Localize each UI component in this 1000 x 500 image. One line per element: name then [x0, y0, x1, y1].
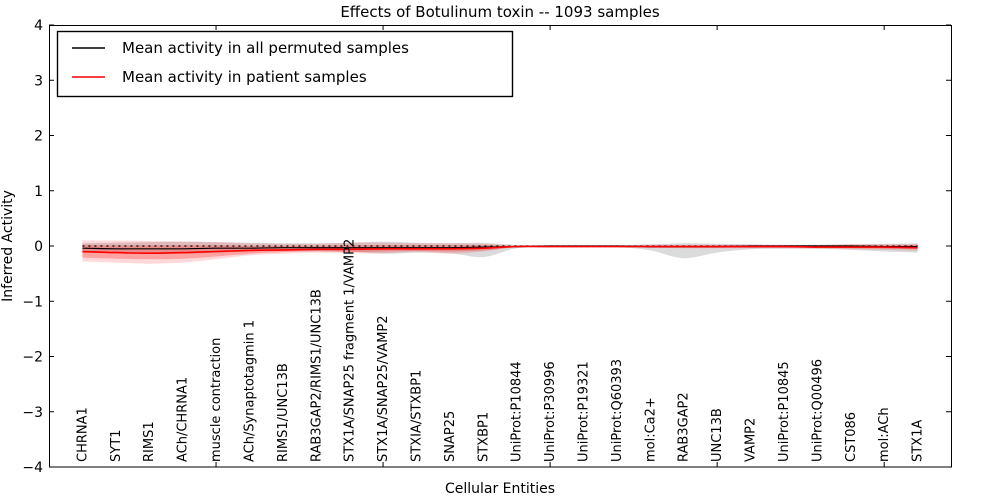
y-tick-label: 4 [34, 18, 43, 34]
y-tick-label: 2 [34, 129, 43, 145]
patient-std-inner-band [82, 244, 918, 260]
x-category-label: RIMS1 [142, 421, 157, 462]
x-category-label: UNC13B [710, 408, 725, 462]
y-tick-label: −1 [22, 294, 43, 310]
x-category-label: muscle contraction [209, 338, 224, 462]
legend: Mean activity in all permuted samples Me… [56, 30, 514, 98]
axis-ticks [49, 24, 951, 468]
y-tick-label: −4 [22, 460, 43, 476]
x-category-label: RAB3GAP2/RIMS1/UNC13B [309, 289, 324, 462]
x-category-label: UniProt:P10845 [777, 361, 792, 462]
x-category-label: STXBP1 [476, 412, 491, 462]
x-category-label: STX1A [911, 420, 926, 462]
x-category-label: UniProt:P19321 [577, 361, 592, 462]
y-tick-label: −3 [22, 405, 43, 421]
x-category-label: mol:Ca2+ [643, 397, 658, 462]
y-tick-label: 3 [34, 73, 43, 89]
x-axis-label: Cellular Entities [445, 481, 555, 497]
y-axis-label: Inferred Activity [0, 190, 16, 302]
x-category-label: RIMS1/UNC13B [276, 363, 291, 462]
y-tick-labels: 4 3 2 1 0 −1 −2 −3 −4 [22, 18, 43, 476]
x-category-label: SYT1 [109, 430, 124, 462]
x-category-label: RAB3GAP2 [677, 392, 692, 462]
patient-mean-line [82, 245, 918, 255]
y-tick-label: 1 [34, 184, 43, 200]
x-category-label: SNAP25 [443, 411, 458, 462]
x-category-label: mol:ACh [877, 407, 892, 462]
x-category-label: STX1A/SNAP25 fragment 1/VAMP2 [343, 239, 358, 462]
x-category-label: STX1A/SNAP25/VAMP2 [376, 315, 391, 462]
x-category-label: UniProt:P10844 [510, 361, 525, 462]
x-category-label: ACh/Synaptotagmin 1 [242, 320, 257, 462]
x-category-label: UniProt:Q60393 [610, 359, 625, 462]
legend-box [56, 30, 514, 98]
series-lines [82, 245, 918, 255]
x-category-label: STXIA/STXBP1 [409, 370, 424, 462]
x-category-label: ACh/CHRNA1 [176, 377, 191, 462]
x-category-labels: CHRNA1 SYT1 RIMS1 ACh/CHRNA1 muscle contract… [75, 239, 925, 462]
y-tick-label: 0 [34, 239, 43, 255]
x-category-label: VAMP2 [744, 418, 759, 462]
y-tick-label: −2 [22, 350, 43, 366]
chart-title: Effects of Botulinum toxin -- 1093 sampl… [340, 3, 660, 21]
x-category-label: CST086 [844, 412, 859, 462]
legend-label-patient: Mean activity in patient samples [122, 68, 367, 86]
x-category-label: UniProt:Q00496 [810, 359, 825, 462]
permuted-std-band [82, 241, 918, 259]
x-category-label: UniProt:P30996 [543, 361, 558, 462]
legend-label-permuted: Mean activity in all permuted samples [122, 39, 409, 57]
x-category-label: CHRNA1 [75, 407, 90, 462]
